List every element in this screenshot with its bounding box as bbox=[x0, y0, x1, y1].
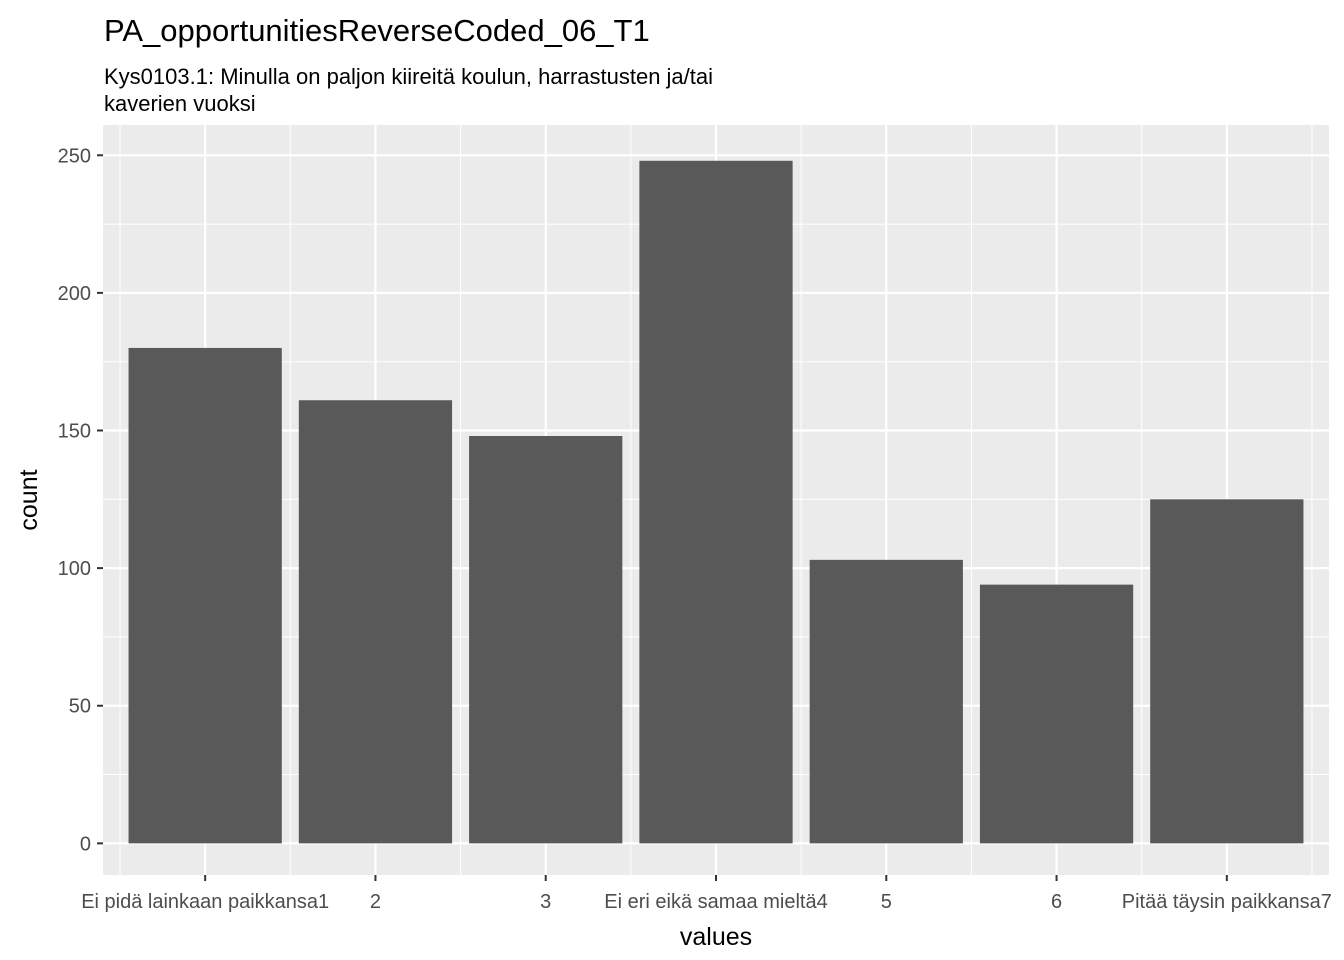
x-tick-label: Pitää täysin paikkansa7 bbox=[1122, 891, 1332, 913]
bars bbox=[128, 160, 1304, 844]
y-axis-title: count bbox=[15, 469, 43, 530]
bar-1 bbox=[128, 347, 282, 844]
y-tick-label: 100 bbox=[58, 558, 91, 580]
x-axis: Ei pidä lainkaan paikkansa1 2 3 Ei eri eikä… bbox=[81, 875, 1332, 913]
y-tick-label: 250 bbox=[58, 145, 91, 167]
bar-4 bbox=[639, 160, 793, 844]
x-tick-label: 3 bbox=[540, 891, 551, 913]
bar-7 bbox=[1150, 499, 1304, 844]
bar-5 bbox=[809, 559, 963, 844]
chart-subtitle-line-1: Kys0103.1: Minulla on paljon kiireitä ko… bbox=[104, 64, 713, 89]
chart-title: PA_opportunitiesReverseCoded_06_T1 bbox=[104, 13, 650, 48]
chart-subtitle-line-2: kaverien vuoksi bbox=[104, 91, 256, 116]
y-axis: 0 50 100 150 200 250 bbox=[58, 145, 103, 855]
bar-3 bbox=[469, 436, 623, 844]
x-tick-label: 2 bbox=[370, 891, 381, 913]
bar-6 bbox=[979, 584, 1134, 844]
x-axis-title: values bbox=[680, 923, 752, 951]
x-tick-label: 6 bbox=[1051, 891, 1062, 913]
x-tick-label: 5 bbox=[881, 891, 892, 913]
y-tick-label: 200 bbox=[58, 283, 91, 305]
y-tick-label: 0 bbox=[80, 833, 91, 855]
bar-2 bbox=[298, 400, 453, 844]
y-tick-label: 50 bbox=[69, 696, 91, 718]
x-tick-label: Ei pidä lainkaan paikkansa1 bbox=[81, 891, 329, 913]
x-tick-label: Ei eri eikä samaa mieltä4 bbox=[604, 891, 827, 913]
y-tick-label: 150 bbox=[58, 421, 91, 443]
